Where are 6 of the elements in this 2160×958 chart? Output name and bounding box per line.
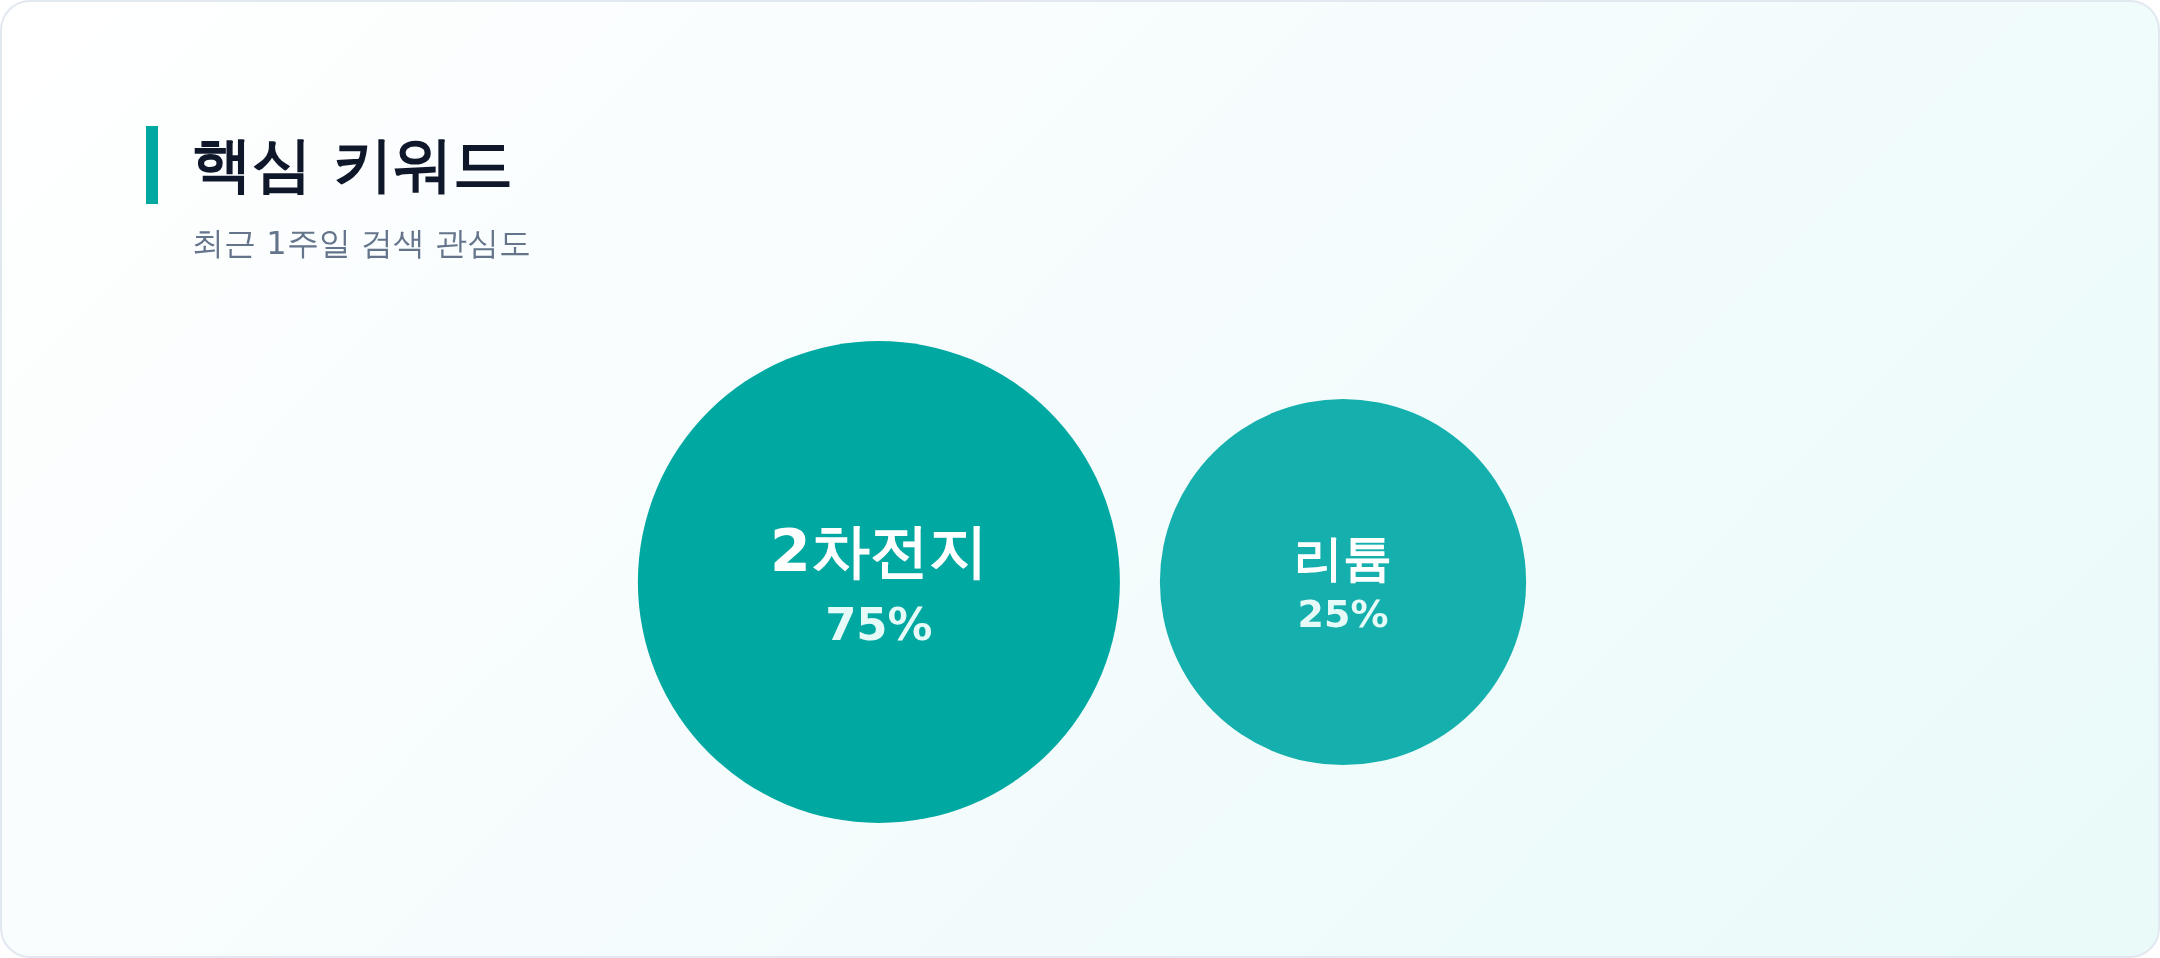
data-label: 25% [1297, 592, 1389, 637]
text: 최근 1주일 검색 관심도 [192, 223, 531, 264]
data-label: 75% [825, 597, 933, 651]
category-label: 2차전지 [770, 516, 988, 585]
category-label: 리튬 [1294, 529, 1392, 588]
text: 핵심 키워드 [192, 128, 513, 200]
